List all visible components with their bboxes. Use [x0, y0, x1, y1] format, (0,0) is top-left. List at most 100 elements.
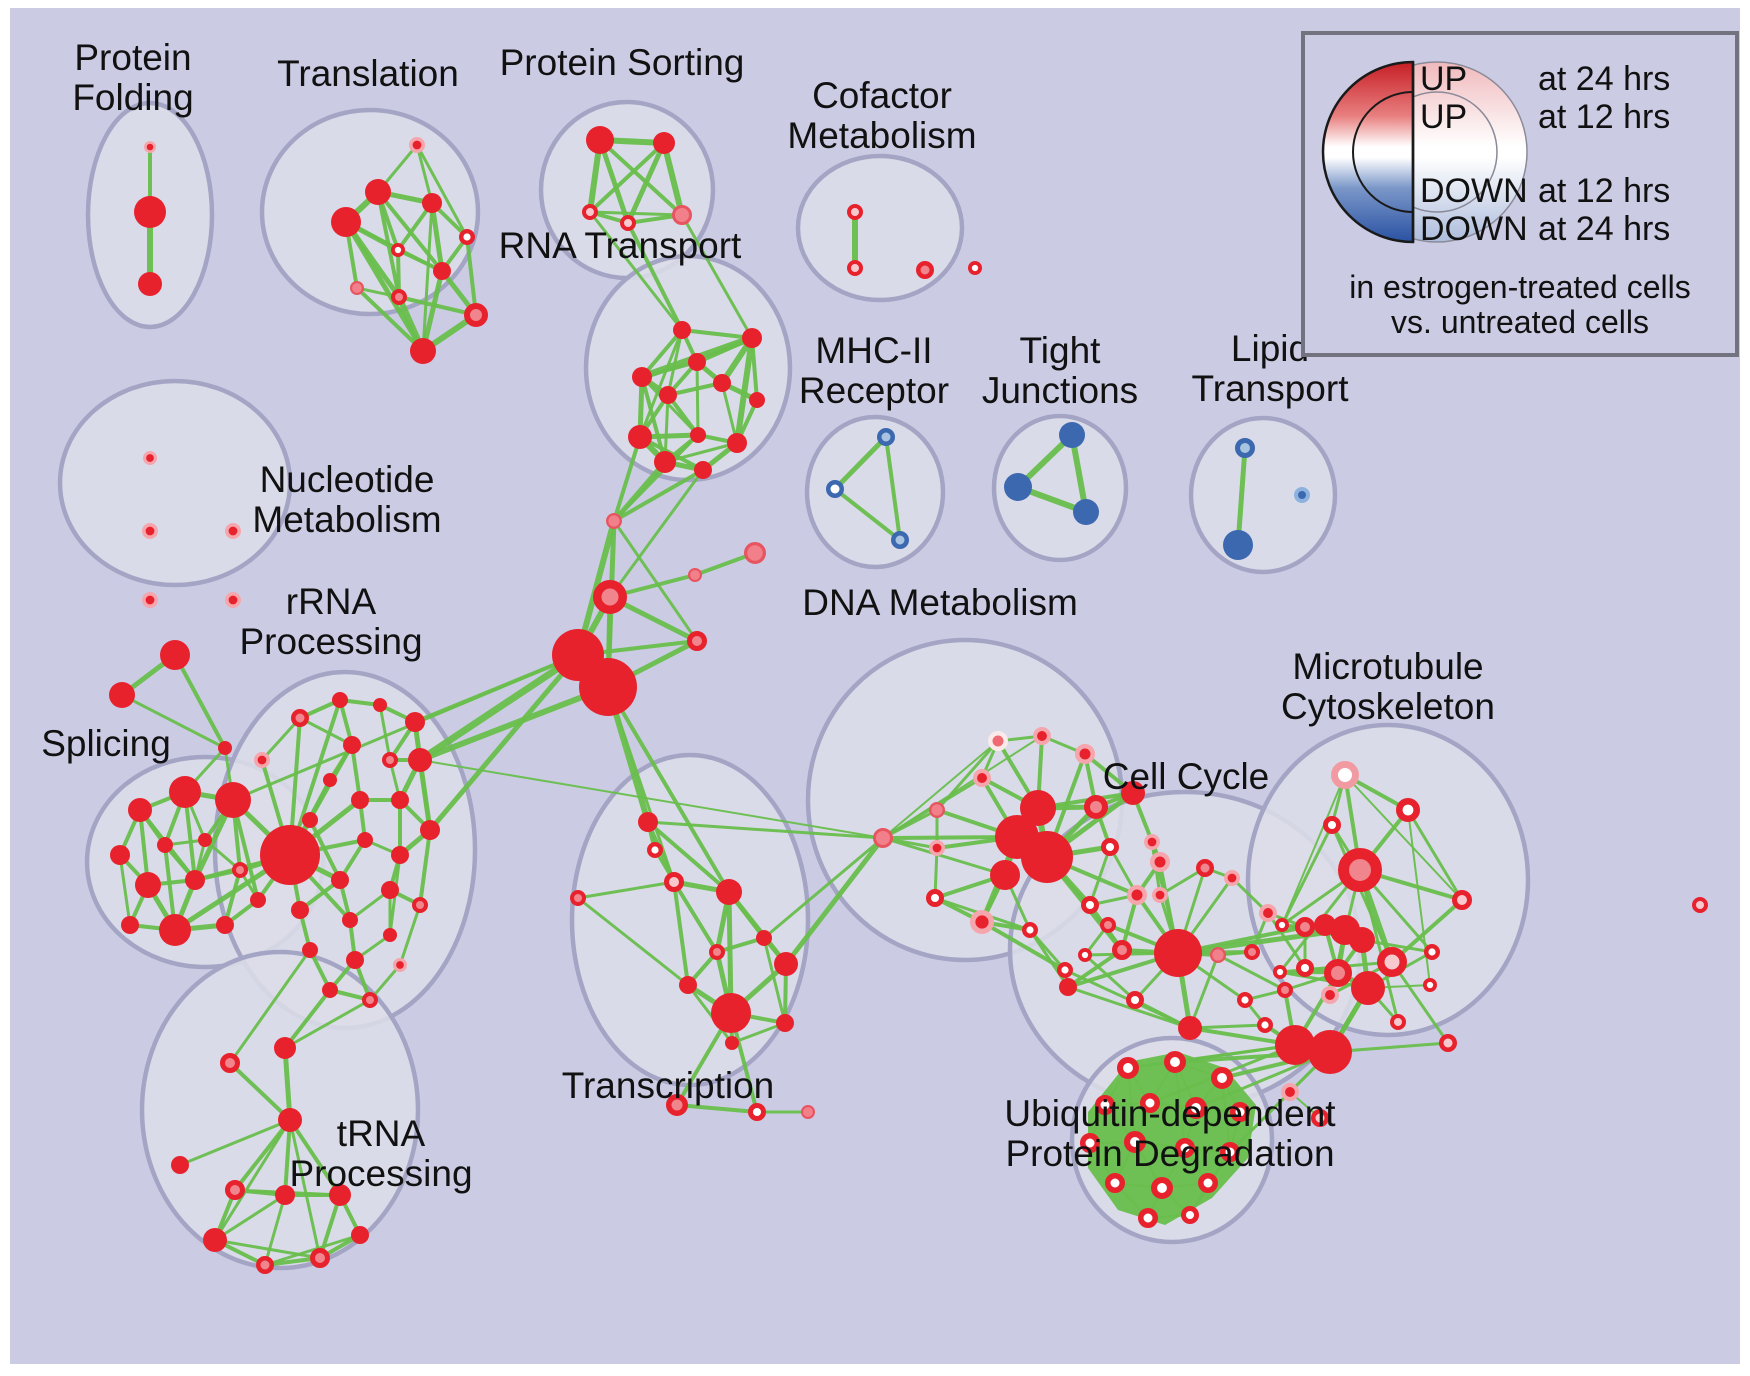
- node-rpk: [1452, 890, 1472, 910]
- node-rw: [1423, 977, 1438, 992]
- node-r: [673, 321, 691, 339]
- legend-circle-12hr-half: [1352, 91, 1414, 213]
- edge: [588, 210, 684, 217]
- edge: [1221, 1077, 1231, 1153]
- node-r: [433, 262, 451, 280]
- edge: [378, 703, 392, 762]
- node-r: [742, 328, 762, 348]
- node-r: [1349, 927, 1375, 953]
- node-r: [727, 433, 747, 453]
- edge: [263, 1233, 362, 1267]
- edge: [612, 519, 699, 643]
- node-pr: [928, 839, 945, 856]
- node-r: [198, 833, 212, 847]
- legend-direction-label: UP: [1420, 60, 1467, 98]
- cluster-label-nucleotide-metabolism: Metabolism: [252, 499, 441, 540]
- edge: [1175, 927, 1348, 956]
- cluster-label-ubiquitin-degradation: Ubiquitin-dependent: [1004, 1093, 1336, 1134]
- node-r: [332, 692, 348, 708]
- cluster-label-cofactor-metabolism: Metabolism: [787, 115, 976, 156]
- node-r: [351, 1226, 369, 1244]
- node-rw: [1211, 1067, 1234, 1090]
- node-r: [169, 776, 201, 808]
- node-pr: [1321, 986, 1340, 1005]
- edge: [612, 468, 705, 523]
- node-rw: [967, 260, 982, 275]
- edge: [882, 740, 999, 839]
- node-r: [278, 1108, 302, 1132]
- node-rw: [925, 888, 944, 907]
- edge: [1066, 948, 1124, 989]
- node-r: [716, 879, 742, 905]
- edge: [881, 808, 939, 840]
- edge: [213, 1238, 322, 1260]
- node-p: [687, 567, 702, 582]
- node-r: [109, 682, 135, 708]
- cluster-label-rna-transport: RNA Transport: [499, 225, 742, 266]
- edge: [783, 835, 886, 967]
- legend-caption: vs. untreated cells: [1391, 304, 1649, 340]
- node-rp: [362, 992, 378, 1008]
- node-rp: [1196, 859, 1214, 877]
- edge: [833, 487, 902, 542]
- cluster-ellipse-mhc-ii-receptor: [804, 414, 946, 570]
- edge: [832, 434, 889, 492]
- edge: [1127, 1067, 1136, 1143]
- node-r: [679, 976, 697, 994]
- cluster-label-rrna-processing: rRNA: [286, 581, 377, 622]
- edge: [415, 143, 469, 239]
- node-rw: [1100, 837, 1119, 856]
- node-rp: [687, 631, 707, 651]
- node-r: [351, 791, 369, 809]
- node-r: [410, 338, 436, 364]
- edge: [1088, 845, 1112, 907]
- node-rp: [916, 261, 934, 279]
- node-blw: [877, 428, 895, 446]
- node-rp: [1244, 944, 1260, 960]
- node-rw: [1140, 1093, 1160, 1113]
- node-rp: [225, 1180, 245, 1200]
- edge: [598, 138, 684, 217]
- node-pr: [225, 591, 242, 608]
- edge: [429, 200, 445, 274]
- node-pr: [1259, 904, 1278, 923]
- node-rw: [1124, 1131, 1147, 1154]
- edge: [597, 137, 631, 226]
- cluster-label-nucleotide-metabolism: Nucleotide: [260, 459, 435, 500]
- node-lb: [1294, 487, 1310, 503]
- node-r: [135, 872, 161, 898]
- node-rw: [1230, 1102, 1250, 1122]
- node-rpk: [847, 260, 863, 276]
- edge: [213, 1118, 292, 1242]
- edge: [1235, 445, 1248, 548]
- edge: [263, 1193, 287, 1267]
- node-r: [990, 860, 1020, 890]
- node-rpk: [620, 215, 636, 231]
- edge: [223, 868, 242, 927]
- node-r: [776, 1014, 794, 1032]
- cluster-label-lipid-transport: Lipid: [1231, 328, 1309, 369]
- node-pr: [970, 910, 995, 935]
- legend-time-label: at 12 hrs: [1538, 172, 1670, 210]
- node-r: [275, 1185, 295, 1205]
- edge: [606, 685, 731, 894]
- node-r: [274, 1037, 296, 1059]
- node-p: [349, 280, 364, 295]
- edge: [576, 880, 676, 900]
- node-r: [632, 367, 652, 387]
- edge: [672, 880, 690, 987]
- edge: [640, 328, 684, 379]
- node-rw: [1185, 1097, 1208, 1120]
- edge: [686, 983, 734, 1045]
- cluster-label-cofactor-metabolism: Cofactor: [812, 75, 952, 116]
- cluster-label-cell-cycle: Cell Cycle: [1103, 756, 1270, 797]
- node-b: [1223, 530, 1253, 560]
- node-rw: [1164, 1051, 1187, 1074]
- edge: [608, 468, 705, 599]
- node-pr: [142, 451, 157, 466]
- node-pr: [144, 141, 157, 154]
- edge: [1344, 774, 1463, 901]
- node-r: [250, 892, 266, 908]
- legend: UP at 24 hrs UP at 12 hrs DOWN at 12 hrs DOWN a…: [1301, 31, 1739, 357]
- node-rp: [391, 289, 407, 305]
